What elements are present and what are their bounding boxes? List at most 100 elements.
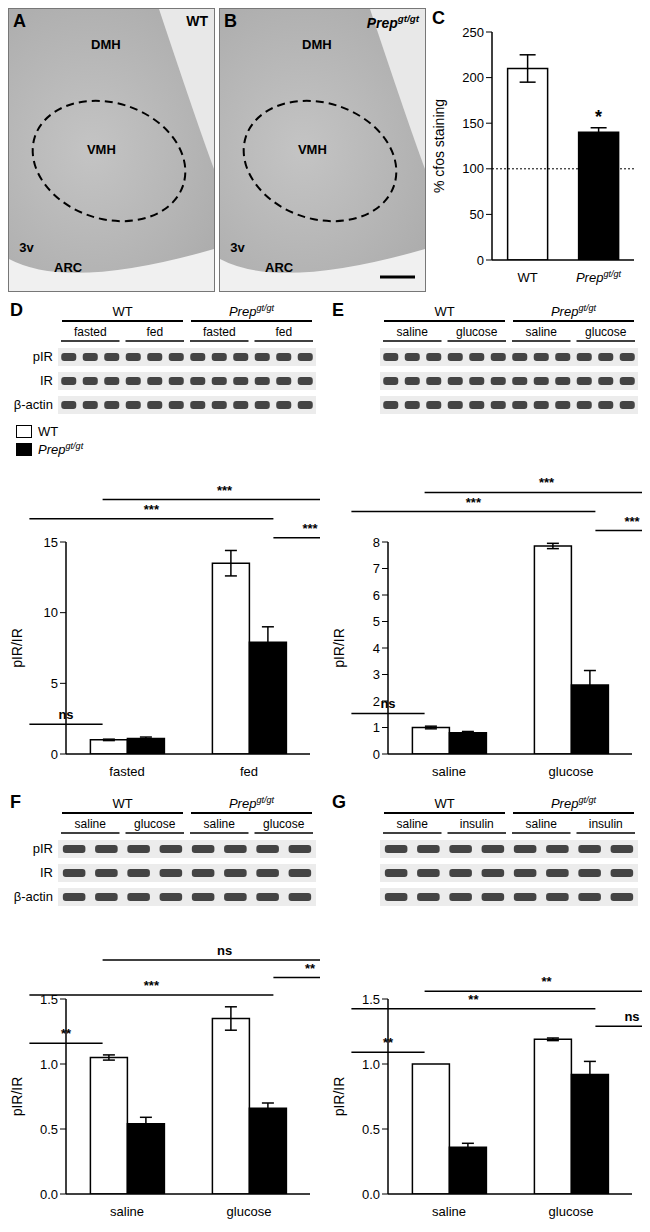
svg-text:saline: saline	[110, 1204, 144, 1219]
svg-text:fasted: fasted	[74, 325, 107, 339]
svg-text:IR: IR	[40, 865, 53, 880]
svg-text:250: 250	[462, 25, 484, 40]
svg-text:pIR/IR: pIR/IR	[9, 1077, 25, 1117]
svg-text:***: ***	[302, 521, 318, 536]
svg-text:0: 0	[477, 253, 484, 268]
html-text:VMH: VMH	[86, 141, 116, 157]
svg-text:glucose: glucose	[549, 764, 594, 779]
svg-text:fasted: fasted	[109, 764, 144, 779]
svg-text:saline: saline	[75, 817, 107, 831]
svg-text:glucose: glucose	[585, 325, 627, 339]
html-text:3v: 3v	[19, 240, 34, 256]
svg-text:WT: WT	[112, 304, 132, 319]
svg-text:4: 4	[373, 641, 380, 656]
svg-text:saline: saline	[526, 325, 558, 339]
svg-text:β-actin: β-actin	[14, 397, 53, 412]
svg-text:% cfos staining: % cfos staining	[431, 99, 447, 193]
svg-text:ns: ns	[58, 707, 73, 722]
svg-text:saline: saline	[526, 817, 558, 831]
svg-text:glucose: glucose	[456, 325, 498, 339]
svg-text:8: 8	[373, 535, 380, 550]
svg-text:0: 0	[51, 747, 58, 762]
svg-text:1: 1	[373, 720, 380, 735]
svg-text:fed: fed	[275, 325, 292, 339]
html-text:DMH: DMH	[91, 37, 121, 53]
html-text:WT: WT	[186, 13, 208, 29]
svg-text:Prepgt/gt: Prepgt/gt	[551, 795, 597, 811]
svg-text:insulin: insulin	[589, 817, 623, 831]
svg-text:150: 150	[462, 116, 484, 131]
html-text:VMH: VMH	[297, 141, 327, 157]
svg-text:***: ***	[624, 514, 640, 529]
svg-text:*: *	[595, 107, 602, 127]
svg-text:15: 15	[44, 535, 58, 550]
svg-text:0: 0	[373, 747, 380, 762]
svg-text:1.5: 1.5	[40, 992, 58, 1007]
svg-text:WT: WT	[434, 796, 454, 811]
svg-text:saline: saline	[432, 764, 466, 779]
svg-text:***: ***	[466, 495, 482, 510]
svg-text:pIR/IR: pIR/IR	[331, 628, 347, 668]
svg-text:0.0: 0.0	[362, 1187, 380, 1202]
svg-text:IR: IR	[40, 373, 53, 388]
svg-text:***: ***	[144, 978, 160, 993]
svg-text:1.5: 1.5	[362, 992, 380, 1007]
svg-text:fasted: fasted	[203, 325, 236, 339]
svg-text:ns: ns	[217, 943, 232, 958]
svg-text:3: 3	[373, 667, 380, 682]
svg-text:0.0: 0.0	[40, 1187, 58, 1202]
svg-text:***: ***	[144, 502, 160, 517]
html-text:Prepgt/gt: Prepgt/gt	[366, 13, 419, 31]
svg-text:saline: saline	[204, 817, 236, 831]
svg-text:WT: WT	[112, 796, 132, 811]
svg-text:5: 5	[373, 614, 380, 629]
svg-text:**: **	[61, 1026, 72, 1041]
svg-text:β-actin: β-actin	[14, 889, 53, 904]
svg-text:50: 50	[470, 207, 484, 222]
html-text:DMH: DMH	[302, 37, 332, 53]
svg-text:Prepgt/gt: Prepgt/gt	[576, 269, 622, 285]
svg-text:glucose: glucose	[263, 817, 305, 831]
svg-text:glucose: glucose	[227, 1204, 272, 1219]
svg-text:**: **	[305, 961, 316, 976]
svg-text:***: ***	[539, 475, 555, 490]
svg-text:ns: ns	[624, 1009, 639, 1024]
svg-text:WT: WT	[517, 270, 537, 285]
svg-text:ns: ns	[380, 696, 395, 711]
svg-text:saline: saline	[397, 325, 429, 339]
svg-text:glucose: glucose	[549, 1204, 594, 1219]
svg-text:10: 10	[44, 605, 58, 620]
html-text:3v: 3v	[230, 240, 245, 256]
svg-text:insulin: insulin	[460, 817, 494, 831]
svg-text:**: **	[468, 992, 479, 1007]
svg-text:fed: fed	[146, 325, 163, 339]
svg-text:6: 6	[373, 588, 380, 603]
svg-text:WT: WT	[434, 304, 454, 319]
svg-text:1.0: 1.0	[362, 1057, 380, 1072]
svg-text:**: **	[383, 1035, 394, 1050]
svg-text:1.0: 1.0	[40, 1057, 58, 1072]
html-text:ARC: ARC	[54, 260, 83, 275]
svg-text:pIR/IR: pIR/IR	[9, 628, 25, 668]
svg-text:**: **	[542, 974, 553, 989]
svg-text:Prepgt/gt: Prepgt/gt	[229, 795, 275, 811]
svg-text:100: 100	[462, 161, 484, 176]
svg-text:glucose: glucose	[134, 817, 176, 831]
svg-text:fed: fed	[240, 764, 258, 779]
svg-text:pIR: pIR	[33, 349, 53, 364]
svg-text:200: 200	[462, 70, 484, 85]
svg-text:saline: saline	[397, 817, 429, 831]
svg-text:0.5: 0.5	[40, 1122, 58, 1137]
html-text:WT: WT	[38, 423, 59, 439]
svg-text:pIR/IR: pIR/IR	[331, 1077, 347, 1117]
svg-text:Prepgt/gt: Prepgt/gt	[551, 303, 597, 319]
svg-text:***: ***	[217, 483, 233, 498]
svg-text:7: 7	[373, 561, 380, 576]
svg-text:5: 5	[51, 676, 58, 691]
svg-text:0.5: 0.5	[362, 1122, 380, 1137]
svg-text:2: 2	[373, 694, 380, 709]
svg-text:Prepgt/gt: Prepgt/gt	[229, 303, 275, 319]
html-text:Prepgt/gt: Prepgt/gt	[38, 440, 84, 458]
svg-text:saline: saline	[432, 1204, 466, 1219]
svg-text:pIR: pIR	[33, 841, 53, 856]
